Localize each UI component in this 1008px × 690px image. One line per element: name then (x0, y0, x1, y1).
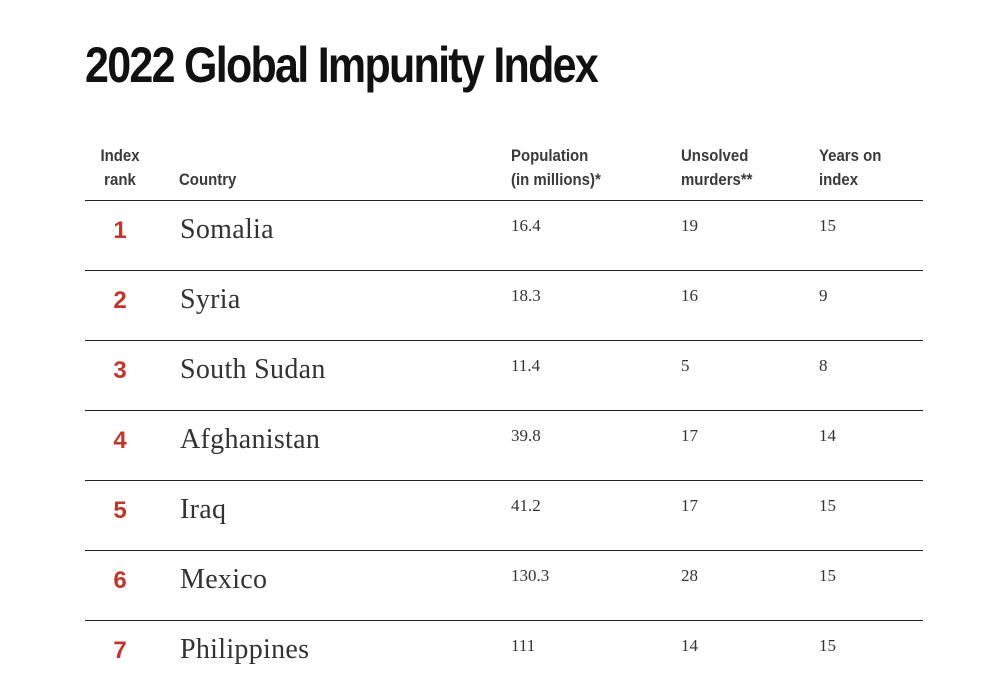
population-cell: 111 (511, 636, 536, 655)
murders-cell: 17 (681, 426, 698, 445)
murders-cell: 16 (681, 286, 698, 305)
years-cell: 14 (819, 426, 836, 445)
country-cell: Afghanistan (180, 424, 321, 455)
country-cell: Syria (180, 284, 241, 315)
rank-cell: 6 (113, 567, 127, 594)
population-cell: 130.3 (511, 566, 550, 585)
years-cell: 15 (819, 216, 836, 235)
table-row: 6 Mexico 130.3 28 15 (85, 551, 923, 621)
table-row: 7 Philippines 111 14 15 (85, 621, 923, 690)
country-cell: Somalia (180, 214, 274, 245)
page-title: 2022 Global Impunity Index (85, 37, 599, 93)
rank-cell: 2 (113, 287, 127, 314)
population-cell: 11.4 (511, 356, 541, 375)
impunity-table: Index rank Country Population (in millio… (85, 140, 923, 690)
table-row: 1 Somalia 16.4 19 15 (85, 201, 923, 271)
table-row: 5 Iraq 41.2 17 15 (85, 481, 923, 551)
table-row: 4 Afghanistan 39.8 17 14 (85, 411, 923, 481)
population-cell: 16.4 (511, 216, 541, 235)
country-cell: Iraq (180, 494, 227, 525)
murders-cell: 19 (681, 216, 698, 235)
table-row: 3 South Sudan 11.4 5 8 (85, 341, 923, 411)
population-cell: 41.2 (511, 496, 541, 515)
rank-cell: 3 (113, 357, 127, 384)
years-cell: 8 (819, 356, 828, 375)
murders-cell: 5 (681, 356, 690, 375)
years-cell: 15 (819, 636, 836, 655)
rank-cell: 5 (113, 497, 127, 524)
header-country: Country (179, 170, 237, 189)
rank-cell: 4 (113, 427, 127, 454)
table-row: 2 Syria 18.3 16 9 (85, 271, 923, 341)
years-cell: 15 (819, 496, 836, 515)
header-unsolved-murders: Unsolved murders** (681, 146, 753, 189)
population-cell: 18.3 (511, 286, 541, 305)
murders-cell: 28 (681, 566, 698, 585)
header-population: Population (in millions)* (511, 146, 601, 189)
country-cell: Philippines (180, 634, 310, 665)
country-cell: Mexico (180, 564, 268, 595)
population-cell: 39.8 (511, 426, 541, 445)
years-cell: 15 (819, 566, 836, 585)
table-header: Index rank Country Population (in millio… (85, 140, 923, 201)
rank-cell: 1 (113, 217, 127, 244)
header-index-rank: Index rank (100, 146, 140, 189)
header-years-on-index: Years on index (819, 146, 882, 189)
years-cell: 9 (819, 286, 828, 305)
country-cell: South Sudan (180, 354, 326, 385)
rank-cell: 7 (113, 637, 127, 664)
murders-cell: 14 (681, 636, 698, 655)
murders-cell: 17 (681, 496, 698, 515)
